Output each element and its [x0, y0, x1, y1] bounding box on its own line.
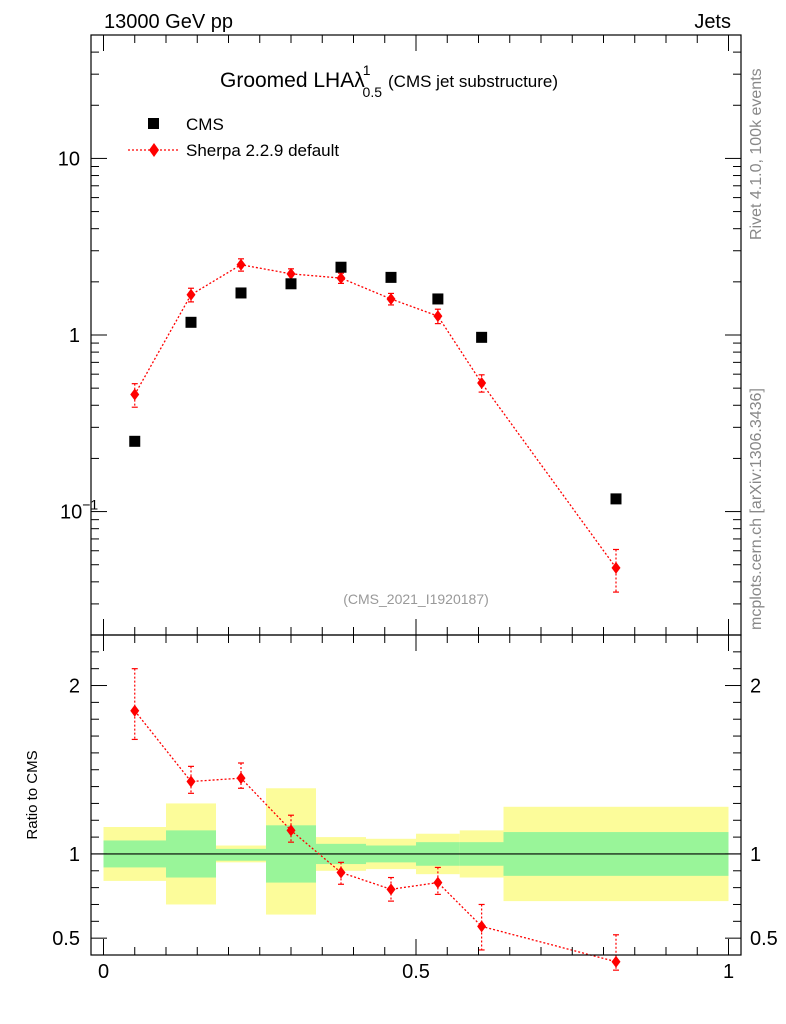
cms-point [610, 493, 622, 505]
header-category-label: Jets [694, 11, 731, 33]
ratio-y-tick-label-right: 2 [750, 676, 761, 698]
main-y-tick-label: 1 [69, 325, 80, 347]
analysis-id-label: (CMS_2021_I1920187) [343, 591, 489, 607]
ratio-y-tick-label-right: 0.5 [750, 928, 778, 950]
ratio-point [386, 883, 396, 896]
sherpa-point [433, 310, 443, 323]
chart-title: Groomed LHAλ1 0.5(CMS jet substructure) [220, 62, 558, 100]
sherpa-point [477, 376, 487, 389]
cms-point [185, 316, 197, 328]
mcplots-reference-label: mcplots.cern.ch [arXiv:1306.3436] [748, 388, 765, 630]
sherpa-point [286, 267, 296, 280]
cms-point [129, 435, 141, 447]
ratio-y-tick-label-left: 1 [69, 844, 80, 866]
ratio-point [611, 955, 621, 968]
ratio-point [336, 866, 346, 879]
ratio-point [236, 772, 246, 785]
legend-cms-marker [148, 118, 159, 129]
ratio-point [186, 775, 196, 788]
main-y-tick-labels: 10 1 10−1 [58, 148, 99, 523]
legend-cms-label: CMS [186, 115, 224, 134]
ratio-point [286, 824, 296, 837]
main-y-tick-label: 10 [58, 148, 80, 170]
ratio-point [433, 876, 443, 889]
ratio-band-inner [216, 848, 266, 861]
sherpa-point [186, 288, 196, 301]
ratio-y-axis-label: Ratio to CMS [24, 750, 41, 839]
legend: CMS Sherpa 2.2.9 default [128, 115, 339, 160]
cms-point [432, 293, 444, 305]
x-tick-label: 0 [98, 961, 109, 983]
ratio-bands [103, 788, 729, 915]
cms-point [285, 278, 297, 290]
cms-point [476, 331, 488, 343]
x-tick-label: 1 [723, 961, 734, 983]
ratio-y-tick-label-right: 1 [750, 844, 761, 866]
header-energy-label: 13000 GeV pp [104, 11, 233, 33]
ratio-series [130, 668, 621, 971]
sherpa-point [336, 272, 346, 285]
sherpa-point [386, 292, 396, 305]
cms-point [335, 261, 347, 273]
sherpa-point [236, 258, 246, 271]
ratio-y-tick-label-left: 0.5 [52, 928, 80, 950]
legend-sherpa-label: Sherpa 2.2.9 default [186, 141, 339, 160]
main-panel: 10 1 10−1 Groomed LHAλ1 0.5(CMS jet substru… [58, 34, 742, 636]
rivet-version-label: Rivet 4.1.0, 100k events [748, 68, 765, 240]
main-series [129, 258, 622, 593]
sherpa-point [130, 388, 140, 401]
x-tick-label: 0.5 [402, 961, 430, 983]
ratio-panel: 2 2 1 1 0.5 0.5 0 0.5 1 Ratio to CMS [24, 634, 778, 983]
legend-sherpa-marker [149, 143, 159, 157]
main-ticks [91, 34, 741, 636]
ratio-point [477, 920, 487, 933]
ratio-ticks [91, 635, 741, 955]
sherpa-line [134, 264, 617, 569]
ratio-panel-frame [90, 634, 742, 956]
ratio-tick-labels: 2 2 1 1 0.5 0.5 0 0.5 1 [52, 676, 778, 983]
ratio-point [130, 704, 140, 717]
cms-point [385, 271, 397, 283]
cms-point [235, 287, 247, 299]
main-y-tick-label: 10−1 [60, 497, 98, 524]
sherpa-point [611, 561, 621, 574]
ratio-y-tick-label-left: 2 [69, 676, 80, 698]
